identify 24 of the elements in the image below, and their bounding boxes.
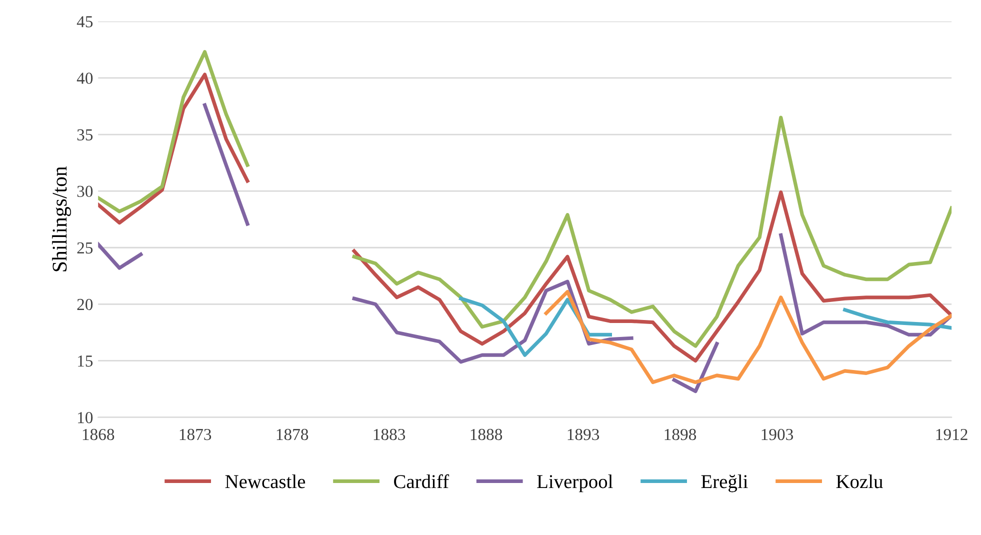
legend-label: Cardiff — [394, 474, 450, 488]
x-tick-label: 1912 — [936, 428, 968, 440]
x-tick-label: 1868 — [82, 428, 114, 440]
y-tick-label: 15 — [78, 356, 93, 367]
y-tick-label: 35 — [77, 129, 93, 140]
x-tick-label: 1893 — [568, 428, 600, 440]
y-tick-label: 30 — [77, 186, 93, 198]
y-tick-label: 10 — [78, 412, 93, 424]
y-axis-title: Shillings/ton — [52, 166, 72, 272]
line-series — [544, 290, 952, 384]
x-tick-label: 1903 — [762, 428, 794, 440]
legend-label: Ereğli — [701, 474, 748, 492]
y-tick-label: 40 — [76, 72, 93, 84]
x-tick-label: 1883 — [374, 428, 406, 440]
y-tick-label: 20 — [77, 298, 93, 310]
y-tick-label: 25 — [77, 242, 93, 254]
x-tick-label: 1888 — [470, 428, 502, 440]
legend-label: Kozlu — [836, 474, 883, 488]
y-tick-label: 45 — [76, 16, 93, 28]
x-tick-label: 1873 — [180, 428, 212, 440]
x-tick-label: 1898 — [664, 428, 696, 440]
legend-label: Newcastle — [225, 474, 306, 488]
legend-label: Liverpool — [537, 474, 613, 492]
x-tick-label: 1878 — [276, 428, 308, 440]
